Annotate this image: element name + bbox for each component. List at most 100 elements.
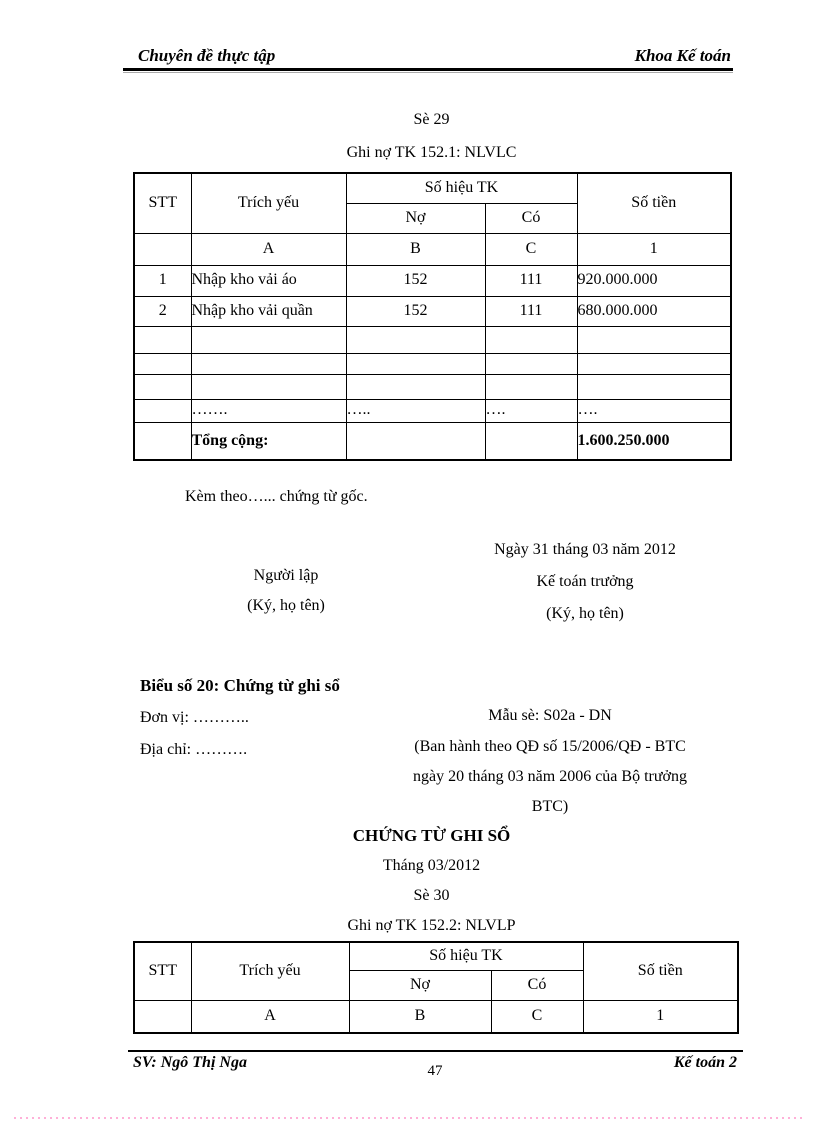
cell-so-tien: 920.000.000: [576, 264, 732, 297]
total-row: Tổng cộng: 1.600.250.000: [133, 421, 732, 461]
empty-cell: [484, 352, 578, 375]
signature-right-role: Kế toán trưởng: [536, 573, 634, 590]
letter-cell-1: 1: [582, 999, 739, 1034]
footer-student-name: SV: Ngô Thị Nga: [133, 1054, 247, 1071]
letter-cell-b: B: [348, 999, 492, 1034]
address-line: Địa chỉ: ……….: [140, 741, 248, 758]
cell-trich-yeu: Nhập kho vải áo: [190, 264, 347, 297]
empty-cell: [190, 352, 347, 375]
empty-cell: [133, 999, 192, 1034]
empty-cell: [190, 325, 347, 354]
voucher1-debit-line: Ghi nợ TK 152.1: NLVLC: [346, 144, 517, 161]
empty-table-row: [133, 325, 732, 354]
signature-right-sign-note: (Ký, họ tên): [546, 605, 624, 622]
empty-cell: [133, 325, 192, 354]
col-header-so-tien: Số tiền: [576, 172, 732, 234]
dots-cell: ….: [484, 398, 578, 423]
cell-trich-yeu: Nhập kho vải quần: [190, 295, 347, 327]
letter-cell-c: C: [490, 999, 584, 1034]
col-header-stt: STT: [133, 172, 192, 234]
empty-cell: [133, 398, 192, 423]
page-footer: SV: Ngô Thị Nga 47 Kế toán 2: [128, 1050, 743, 1080]
header-right-title: Khoa Kế toán: [634, 46, 731, 65]
section-title: Biểu số 20: Chứng từ ghi sổ: [140, 676, 340, 695]
dots-cell: …….: [190, 398, 347, 423]
total-label: Tổng cộng:: [190, 421, 347, 461]
col-header-co: Có: [490, 969, 584, 1001]
letter-cell-c: C: [484, 232, 578, 266]
voucher1-number-line: Sè 29: [413, 111, 450, 128]
empty-cell: [576, 325, 732, 354]
issued-line-2: ngày 20 tháng 03 năm 2006 của Bộ trưởng: [413, 768, 687, 785]
cell-stt: 2: [133, 295, 192, 327]
footer-page-number: 47: [427, 1063, 443, 1079]
page-header: Chuyên đề thực tập Khoa Kế toán: [123, 46, 733, 73]
signature-date-line: Ngày 31 tháng 03 năm 2012: [494, 541, 676, 558]
empty-cell: [345, 421, 486, 461]
cell-so-tien: 680.000.000: [576, 295, 732, 327]
dots-row: ……. ….. …. ….: [133, 398, 732, 423]
col-header-so-hieu-tk: Số hiệu TK: [345, 172, 578, 204]
cell-stt: 1: [133, 264, 192, 297]
signature-left-role: Người lập: [253, 567, 319, 584]
table-row: 1 Nhập kho vải áo 152 111 920.000.000: [133, 264, 732, 297]
empty-cell: [190, 373, 347, 400]
table-header-row-1: STT Trích yếu Số hiệu TK Số tiền: [133, 941, 739, 1001]
empty-cell: [484, 373, 578, 400]
voucher2-doc-title: CHỨNG TỪ GHI SỔ: [352, 826, 511, 845]
empty-cell: [133, 352, 192, 375]
cell-co: 111: [484, 295, 578, 327]
signature-left-sign-note: (Ký, họ tên): [247, 597, 325, 614]
empty-cell: [133, 373, 192, 400]
empty-cell: [345, 325, 486, 354]
table-header-row-2: Nợ Có: [134, 202, 731, 234]
column-letter-row: A B C 1: [133, 999, 739, 1034]
page-break-dotted-line: [14, 1117, 802, 1119]
unit-line: Đơn vị: ………..: [140, 709, 249, 726]
issued-line-1: (Ban hành theo QĐ số 15/2006/QĐ - BTC: [414, 738, 686, 755]
dots-cell: ….: [576, 398, 732, 423]
col-header-trich-yeu: Trích yếu: [190, 172, 347, 234]
col-header-no: Nợ: [348, 969, 492, 1001]
header-left-title: Chuyên đề thực tập: [138, 46, 276, 65]
voucher1-table: STT Trích yếu Số hiệu TK Số tiền Nợ Có A…: [133, 172, 732, 461]
letter-cell-a: A: [190, 999, 350, 1034]
empty-cell: [133, 421, 192, 461]
empty-cell: [484, 421, 578, 461]
empty-cell: [576, 352, 732, 375]
empty-cell: [345, 373, 486, 400]
issued-line-3: BTC): [531, 798, 569, 815]
col-header-so-hieu-tk: Số hiệu TK: [348, 941, 584, 971]
voucher2-month-line: Tháng 03/2012: [382, 857, 481, 874]
empty-table-row: [133, 373, 732, 400]
cell-co: 111: [484, 264, 578, 297]
attachment-note: Kèm theo…... chứng từ gốc.: [185, 488, 368, 505]
col-header-no: Nợ: [345, 202, 486, 234]
empty-cell: [576, 373, 732, 400]
cell-no: 152: [345, 295, 486, 327]
voucher2-number-line: Sè 30: [413, 887, 450, 904]
col-header-stt: STT: [133, 941, 192, 1001]
col-header-so-tien: Số tiền: [582, 941, 739, 1001]
dots-cell: …..: [345, 398, 486, 423]
column-letter-row: A B C 1: [133, 232, 732, 266]
empty-table-row: [133, 352, 732, 375]
voucher2-debit-line: Ghi nợ TK 152.2: NLVLP: [347, 917, 516, 934]
voucher2-table: STT Trích yếu Số hiệu TK Số tiền Nợ Có A…: [133, 941, 739, 1034]
col-header-trich-yeu: Trích yếu: [190, 941, 350, 1001]
empty-cell: [345, 352, 486, 375]
footer-class-name: Kế toán 2: [673, 1054, 737, 1071]
table-header-row-2: Nợ Có: [134, 969, 738, 1001]
empty-cell: [133, 232, 192, 266]
form-number-line: Mẫu sè: S02a - DN: [488, 707, 612, 724]
cell-no: 152: [345, 264, 486, 297]
letter-cell-b: B: [345, 232, 486, 266]
letter-cell-a: A: [190, 232, 347, 266]
table-header-row-1: STT Trích yếu Số hiệu TK Số tiền: [133, 172, 732, 234]
letter-cell-1: 1: [576, 232, 732, 266]
table-row: 2 Nhập kho vải quần 152 111 680.000.000: [133, 295, 732, 327]
col-header-co: Có: [484, 202, 578, 234]
empty-cell: [484, 325, 578, 354]
total-value: 1.600.250.000: [576, 421, 732, 461]
